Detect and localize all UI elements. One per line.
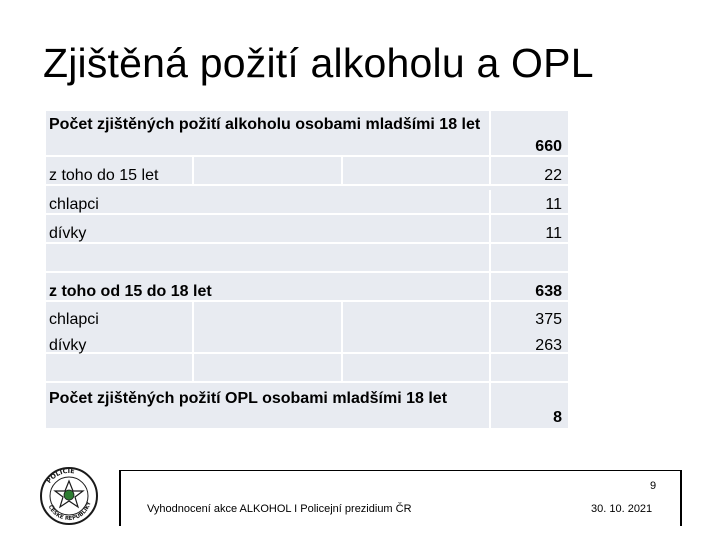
grid-line [46, 381, 568, 383]
row-label: dívky [49, 337, 87, 354]
statistics-table: Počet zjištěných požití alkoholu osobami… [46, 111, 568, 428]
grid-line [46, 155, 568, 157]
row-value: 263 [535, 337, 562, 354]
row-label: chlapci [49, 311, 99, 328]
grid-line [46, 184, 568, 186]
row-label: chlapci [49, 196, 99, 213]
grid-line [46, 271, 568, 273]
grid-line [489, 111, 491, 184]
row-label: Počet zjištěných požití OPL osobami mlad… [49, 390, 448, 407]
footer-source: Vyhodnocení akce ALKOHOL I Policejní pre… [147, 503, 412, 515]
grid-line [46, 352, 568, 354]
grid-line [341, 155, 343, 184]
row-label: dívky [49, 225, 87, 242]
row-value: 375 [535, 311, 562, 328]
grid-line [192, 155, 194, 184]
grid-line [341, 300, 343, 381]
row-label: Počet zjištěných požití alkoholu osobami… [49, 116, 481, 133]
row-value: 11 [545, 225, 562, 242]
row-label: z toho do 15 let [49, 167, 159, 184]
grid-line [46, 213, 568, 215]
page-number: 9 [650, 480, 657, 492]
row-value: 638 [535, 283, 562, 300]
footer-frame [119, 470, 682, 526]
row-label: z toho od 15 do 18 let [49, 283, 212, 300]
grid-line [46, 300, 568, 302]
footer-date: 30. 10. 2021 [591, 503, 653, 515]
row-value: 11 [545, 196, 562, 213]
grid-line [489, 190, 491, 273]
row-value: 660 [535, 138, 562, 155]
row-value: 8 [553, 409, 562, 426]
grid-line [46, 242, 568, 244]
grid-line [489, 273, 491, 428]
grid-line [192, 300, 194, 381]
police-badge-icon: POLICIE ČESKÉ REPUBLIKY [38, 465, 100, 527]
row-value: 22 [544, 167, 562, 184]
slide-title: Zjištěná požití alkoholu a OPL [43, 40, 594, 86]
